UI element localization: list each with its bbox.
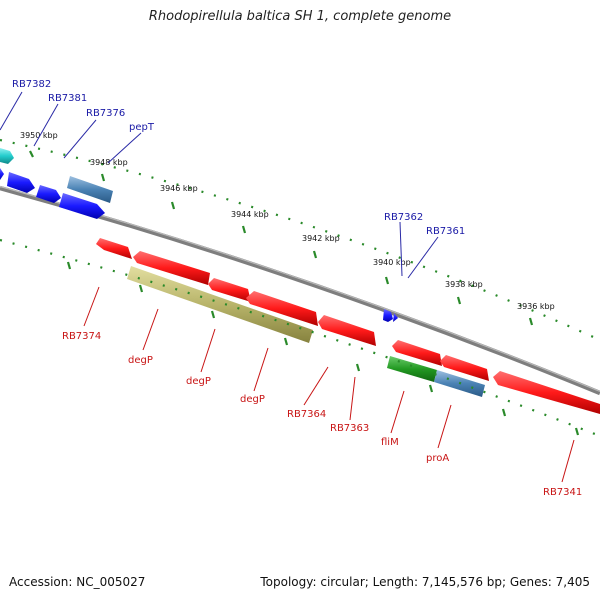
gene-green-bar[interactable]	[387, 356, 437, 382]
gene-label-rb7381[interactable]: RB7381	[48, 93, 87, 104]
scale-label: 3946 kbp	[160, 184, 198, 193]
scale-labels: 3950 kbp 3948 kbp 3946 kbp 3944 kbp 3942…	[20, 131, 555, 311]
leader-line	[83, 286, 100, 327]
gene-red-arrow[interactable]	[493, 371, 600, 414]
leader-line	[349, 376, 356, 421]
outer-scale-ring	[0, 138, 600, 342]
gene-label-degp-3[interactable]: degP	[240, 394, 265, 405]
leader-line	[0, 91, 23, 131]
leader-line	[437, 404, 452, 449]
gene-label-rb7362[interactable]: RB7362	[384, 212, 423, 223]
outer-major-ticks	[29, 150, 534, 326]
gene-red-arrow[interactable]	[246, 291, 318, 326]
gene-red-arrow[interactable]	[96, 238, 132, 259]
leader-line	[200, 328, 216, 373]
leader-line	[142, 308, 159, 351]
gene-label-rb7382[interactable]: RB7382	[12, 79, 51, 90]
scale-label: 3936 kbp	[517, 302, 555, 311]
gene-label-rb7374[interactable]: RB7374	[62, 331, 101, 342]
gene-blue-arrow[interactable]	[0, 168, 4, 180]
leader-line	[33, 103, 59, 147]
gene-blue-arrow-small[interactable]	[393, 313, 398, 322]
gene-label-rb7341[interactable]: RB7341	[543, 487, 582, 498]
top-gene-labels: RB7382 RB7381 RB7376 pepT RB7362 RB7361	[0, 79, 465, 279]
map-title: Rhodopirellula baltica SH 1, complete ge…	[148, 9, 452, 24]
accession-text: Accession: NC_005027	[9, 575, 146, 589]
scale-label: 3942 kbp	[302, 234, 340, 243]
gene-red-arrow[interactable]	[440, 355, 489, 381]
gene-blue-arrow[interactable]	[7, 172, 35, 193]
scale-label: 3950 kbp	[20, 131, 58, 140]
scale-label: 3944 kbp	[231, 210, 269, 219]
forward-strand-features	[0, 148, 398, 322]
gene-label-degp-2[interactable]: degP	[186, 376, 211, 387]
gene-label-rb7376[interactable]: RB7376	[86, 108, 125, 119]
gene-blue-arrow[interactable]	[36, 185, 61, 203]
gene-blue-arrow-small[interactable]	[383, 309, 393, 322]
inner-scale-ring	[0, 238, 600, 438]
gene-blue-arrow[interactable]	[59, 193, 105, 219]
gene-label-pept[interactable]: pepT	[129, 122, 155, 133]
leader-line	[561, 439, 575, 483]
gene-label-flim[interactable]: fliM	[381, 437, 399, 448]
bottom-gene-labels: RB7374 degP degP degP RB7364 RB7363 fliM…	[62, 286, 582, 498]
genome-summary-text: Topology: circular; Length: 7,145,576 bp…	[260, 575, 590, 589]
leader-line	[407, 236, 439, 279]
gene-red-arrow[interactable]	[133, 251, 210, 285]
genome-backbone	[0, 185, 600, 396]
gene-label-rb7364[interactable]: RB7364	[287, 409, 326, 420]
gene-red-arrow[interactable]	[392, 340, 442, 366]
leader-line	[399, 221, 403, 277]
gene-khaki-bar[interactable]	[127, 266, 313, 343]
gene-steelblue-bar[interactable]	[67, 176, 113, 203]
scale-label: 3940 kbp	[373, 258, 411, 267]
gene-cyan-arrow[interactable]	[0, 148, 14, 164]
leader-line	[303, 366, 329, 406]
scale-label: 3938 kbp	[445, 280, 483, 289]
leader-line	[390, 390, 405, 434]
gene-label-proa[interactable]: proA	[426, 453, 449, 464]
inner-major-ticks	[66, 261, 580, 436]
leader-line	[107, 132, 142, 164]
gene-red-arrow[interactable]	[318, 315, 376, 346]
gene-label-degp-1[interactable]: degP	[128, 355, 153, 366]
gene-label-rb7361[interactable]: RB7361	[426, 226, 465, 237]
inner-dotted-arc	[0, 238, 600, 438]
leader-line	[253, 347, 269, 392]
reverse-strand-features	[96, 238, 600, 414]
gene-red-arrow[interactable]	[208, 278, 251, 302]
leader-line	[63, 119, 97, 159]
gene-label-rb7363[interactable]: RB7363	[330, 423, 369, 434]
genome-backbone-highlight	[0, 185, 600, 393]
